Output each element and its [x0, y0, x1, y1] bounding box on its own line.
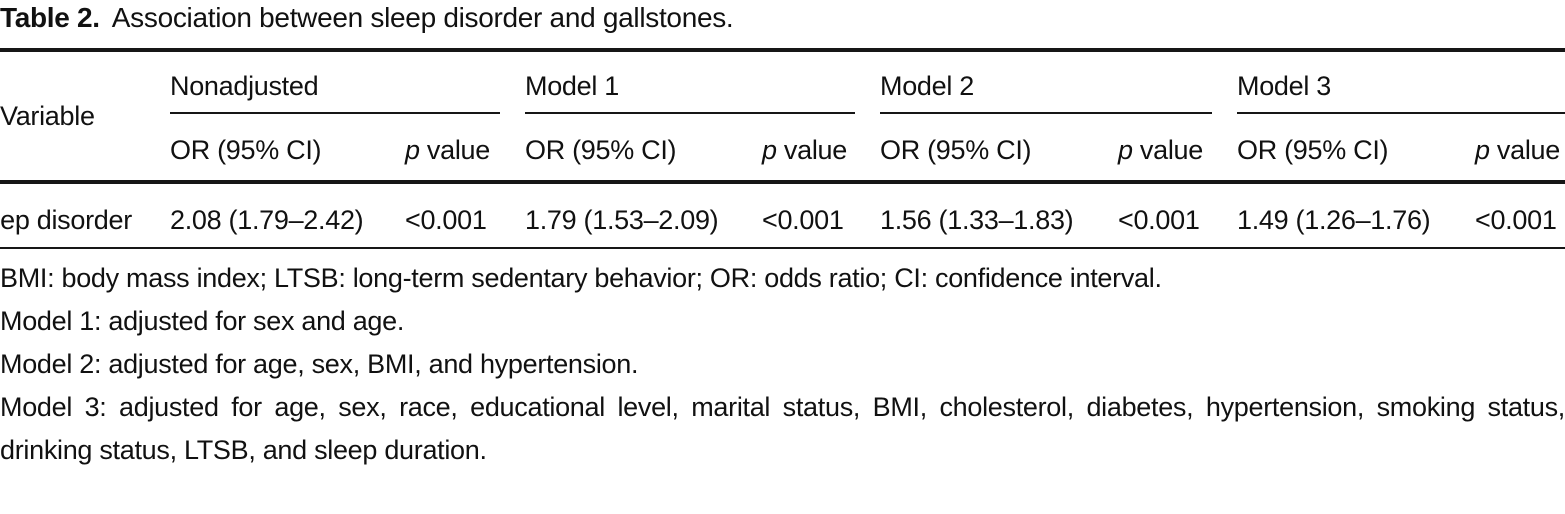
group-header-nonadjusted-label: Nonadjusted	[170, 52, 500, 114]
group-header-model3-label: Model 3	[1237, 52, 1565, 114]
subheader-pvalue-model3: p value	[1475, 114, 1565, 184]
footnote-model2: Model 2: adjusted for age, sex, BMI, and…	[0, 349, 639, 379]
table-caption: Association between sleep disorder and g…	[111, 2, 734, 33]
subheader-pvalue-nonadjusted: p value	[405, 114, 525, 184]
or-value-model2: 1.56 (1.33–1.83)	[880, 182, 1118, 249]
group-header-model2-label: Model 2	[880, 52, 1212, 114]
results-table: Variable Nonadjusted Model 1 Model 2 Mod…	[0, 48, 1565, 249]
footnote-model1: Model 1: adjusted for sex and age.	[0, 306, 405, 336]
group-header-nonadjusted: Nonadjusted	[170, 50, 525, 114]
or-value-nonadjusted: 2.08 (1.79–2.42)	[170, 182, 405, 249]
p-value-nonadjusted: <0.001	[405, 182, 525, 249]
value-word: value	[1139, 135, 1203, 165]
subheader-or-model3: OR (95% CI)	[1237, 114, 1475, 184]
subheader-row: OR (95% CI) p value OR (95% CI) p value …	[0, 114, 1565, 184]
subheader-or-model1: OR (95% CI)	[525, 114, 762, 184]
column-header-variable: Variable	[0, 50, 170, 184]
group-header-model1: Model 1	[525, 50, 880, 114]
value-word: value	[1496, 135, 1560, 165]
group-header-model3: Model 3	[1237, 50, 1565, 114]
p-value-model3: <0.001	[1475, 182, 1565, 249]
subheader-or-model2: OR (95% CI)	[880, 114, 1118, 184]
value-word: value	[783, 135, 847, 165]
subheader-pvalue-model2: p value	[1118, 114, 1237, 184]
or-value-model1: 1.79 (1.53–2.09)	[525, 182, 762, 249]
group-header-model1-label: Model 1	[525, 52, 855, 114]
p-value-model2: <0.001	[1118, 182, 1237, 249]
subheader-pvalue-model1: p value	[762, 114, 880, 184]
table-footnotes: BMI: body mass index; LTSB: long-term se…	[0, 257, 1565, 472]
p-symbol: p	[405, 135, 420, 165]
p-symbol: p	[1475, 135, 1490, 165]
value-word: value	[426, 135, 490, 165]
footnote-model3: Model 3: adjusted for age, sex, race, ed…	[0, 392, 1565, 465]
or-value-model3: 1.49 (1.26–1.76)	[1237, 182, 1475, 249]
group-header-model2: Model 2	[880, 50, 1237, 114]
subheader-or-nonadjusted: OR (95% CI)	[170, 114, 405, 184]
table-number: Table 2.	[0, 2, 100, 33]
row-label-sleep-disorder: Sleep disorder	[0, 182, 170, 249]
footnote-abbreviations: BMI: body mass index; LTSB: long-term se…	[0, 263, 1162, 293]
p-symbol: p	[1118, 135, 1133, 165]
table-title: Table 2. Association between sleep disord…	[0, 0, 1565, 48]
p-symbol: p	[762, 135, 777, 165]
table-row-sleep-disorder: Sleep disorder 2.08 (1.79–2.42) <0.001 1…	[0, 182, 1565, 249]
group-header-row: Variable Nonadjusted Model 1 Model 2 Mod…	[0, 50, 1565, 184]
p-value-model1: <0.001	[762, 182, 880, 249]
